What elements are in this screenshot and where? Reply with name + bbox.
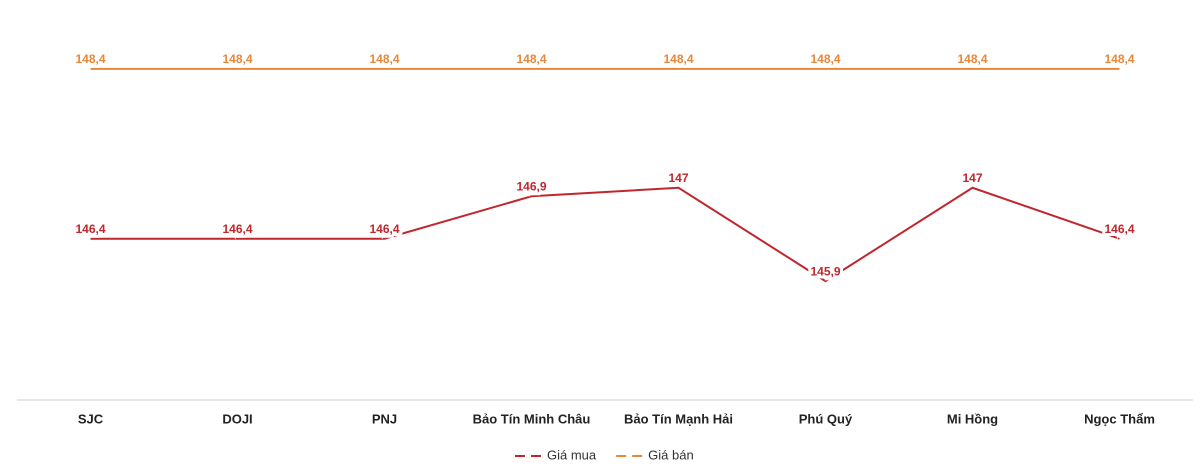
series-line (90, 186, 1120, 283)
data-label: 148,4 (1104, 52, 1134, 66)
data-label: 146,4 (1104, 222, 1134, 236)
legend-label: Giá bán (648, 447, 694, 462)
data-label: 146,4 (369, 222, 399, 236)
x-tick-label: Mi Hồng (947, 411, 998, 426)
data-label: 147 (668, 171, 688, 185)
data-label: 148,4 (222, 52, 252, 66)
data-label: 147 (962, 171, 982, 185)
x-tick-label: SJC (78, 411, 104, 426)
data-label: 148,4 (75, 52, 105, 66)
x-tick-label: Bảo Tín Minh Châu (473, 411, 591, 426)
data-label: 148,4 (369, 52, 399, 66)
data-label: 146,9 (516, 179, 546, 193)
data-label: 145,9 (810, 264, 840, 278)
x-tick-label: DOJI (222, 411, 252, 426)
x-tick-label: Bảo Tín Mạnh Hải (624, 411, 733, 426)
data-label: 148,4 (810, 52, 840, 66)
x-tick-label: PNJ (372, 411, 397, 426)
x-tick-label: Ngọc Thẩm (1084, 411, 1155, 426)
data-label: 146,4 (222, 222, 252, 236)
legend-label: Giá mua (547, 447, 597, 462)
data-label: 146,4 (75, 222, 105, 236)
data-label: 148,4 (957, 52, 987, 66)
x-tick-label: Phú Quý (799, 411, 853, 426)
data-label: 148,4 (663, 52, 693, 66)
data-label: 148,4 (516, 52, 546, 66)
